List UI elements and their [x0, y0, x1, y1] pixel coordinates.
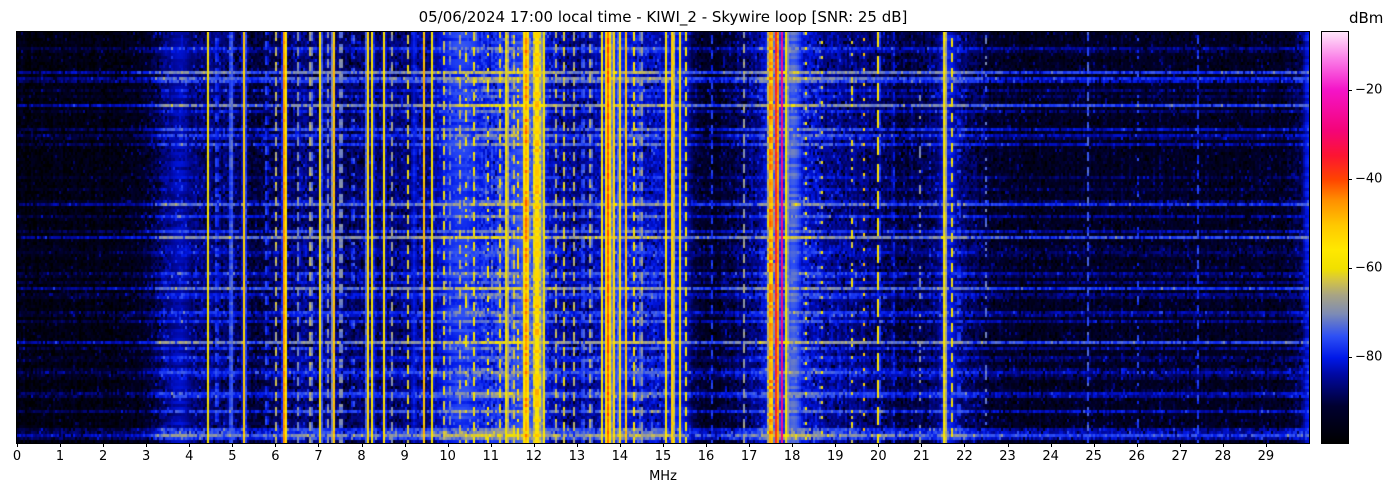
- x-tick-label: 16: [697, 449, 715, 464]
- x-tick-label: 2: [98, 449, 108, 464]
- x-tick: [964, 443, 966, 447]
- colorbar-gradient: [1322, 32, 1348, 443]
- x-tick-label: 10: [439, 449, 456, 464]
- x-tick-label: 12: [525, 449, 543, 464]
- x-tick: [576, 443, 578, 447]
- x-tick: [533, 443, 535, 447]
- x-tick-label: 17: [740, 449, 758, 464]
- x-tick-label: 4: [185, 449, 194, 464]
- x-tick: [663, 443, 664, 447]
- x-tick-label: 19: [826, 449, 844, 464]
- x-tick: [921, 443, 923, 447]
- x-tick: [1007, 443, 1009, 447]
- x-tick-label: 14: [611, 449, 629, 464]
- x-tick: [490, 443, 492, 447]
- x-tick-label: 25: [1085, 449, 1102, 464]
- x-tick: [189, 443, 191, 447]
- x-tick-label: 18: [783, 449, 801, 464]
- x-tick: [447, 443, 449, 447]
- colorbar-tick: [1348, 179, 1352, 181]
- x-tick: [749, 443, 751, 447]
- x-tick-label: 21: [913, 449, 930, 464]
- x-tick-label: 26: [1128, 449, 1145, 464]
- x-tick: [361, 443, 363, 447]
- colorbar-tick-label: −40: [1355, 171, 1383, 187]
- x-tick: [275, 443, 277, 447]
- colorbar-tick-label: −80: [1355, 349, 1383, 365]
- x-tick-label: 15: [654, 449, 672, 464]
- colorbar-tick: [1348, 268, 1352, 270]
- x-tick: [17, 443, 18, 447]
- x-tick-label: 5: [228, 449, 237, 464]
- spectrogram-canvas: [17, 32, 1309, 443]
- x-tick-label: 3: [142, 449, 151, 464]
- x-tick-label: 27: [1171, 449, 1189, 464]
- x-tick: [404, 443, 406, 447]
- x-tick: [835, 443, 837, 447]
- colorbar-tick: [1348, 357, 1352, 359]
- x-tick-label: 1: [55, 449, 65, 464]
- x-tick-label: 28: [1214, 449, 1232, 464]
- x-tick-label: 24: [1042, 449, 1059, 464]
- x-tick-label: 6: [271, 449, 280, 464]
- x-tick-label: 20: [870, 449, 887, 464]
- colorbar-unit-label: dBm: [1349, 9, 1384, 27]
- x-tick: [1093, 443, 1095, 447]
- x-tick-label: 0: [12, 449, 22, 464]
- x-tick-label: 11: [482, 449, 499, 464]
- x-tick: [103, 443, 105, 447]
- colorbar-tick-label: −60: [1355, 260, 1383, 276]
- x-tick: [1265, 443, 1267, 447]
- x-tick: [878, 443, 880, 447]
- x-tick: [706, 443, 708, 447]
- x-axis-label: MHz: [649, 469, 677, 484]
- x-tick-label: 8: [357, 449, 366, 464]
- x-tick-label: 23: [999, 449, 1016, 464]
- x-tick: [1222, 443, 1224, 447]
- x-tick: [60, 443, 62, 447]
- plot-title: 05/06/2024 17:00 local time - KIWI_2 - S…: [418, 8, 908, 26]
- colorbar-tick: [1348, 89, 1352, 91]
- x-tick-label: 22: [956, 449, 973, 464]
- x-tick: [232, 443, 234, 447]
- x-tick: [619, 443, 621, 447]
- x-tick-label: 7: [314, 449, 323, 464]
- x-tick: [792, 443, 794, 447]
- spectrogram-plot-area: [16, 31, 1310, 444]
- x-tick: [318, 443, 320, 447]
- x-tick: [146, 443, 148, 447]
- x-tick: [1136, 443, 1138, 447]
- x-tick-label: 13: [568, 449, 586, 464]
- x-tick: [1050, 443, 1052, 447]
- colorbar-tick-label: −20: [1355, 82, 1383, 98]
- x-tick: [1179, 443, 1181, 447]
- x-tick-label: 9: [400, 449, 409, 464]
- colorbar: [1321, 31, 1349, 444]
- x-tick-label: 29: [1257, 449, 1275, 464]
